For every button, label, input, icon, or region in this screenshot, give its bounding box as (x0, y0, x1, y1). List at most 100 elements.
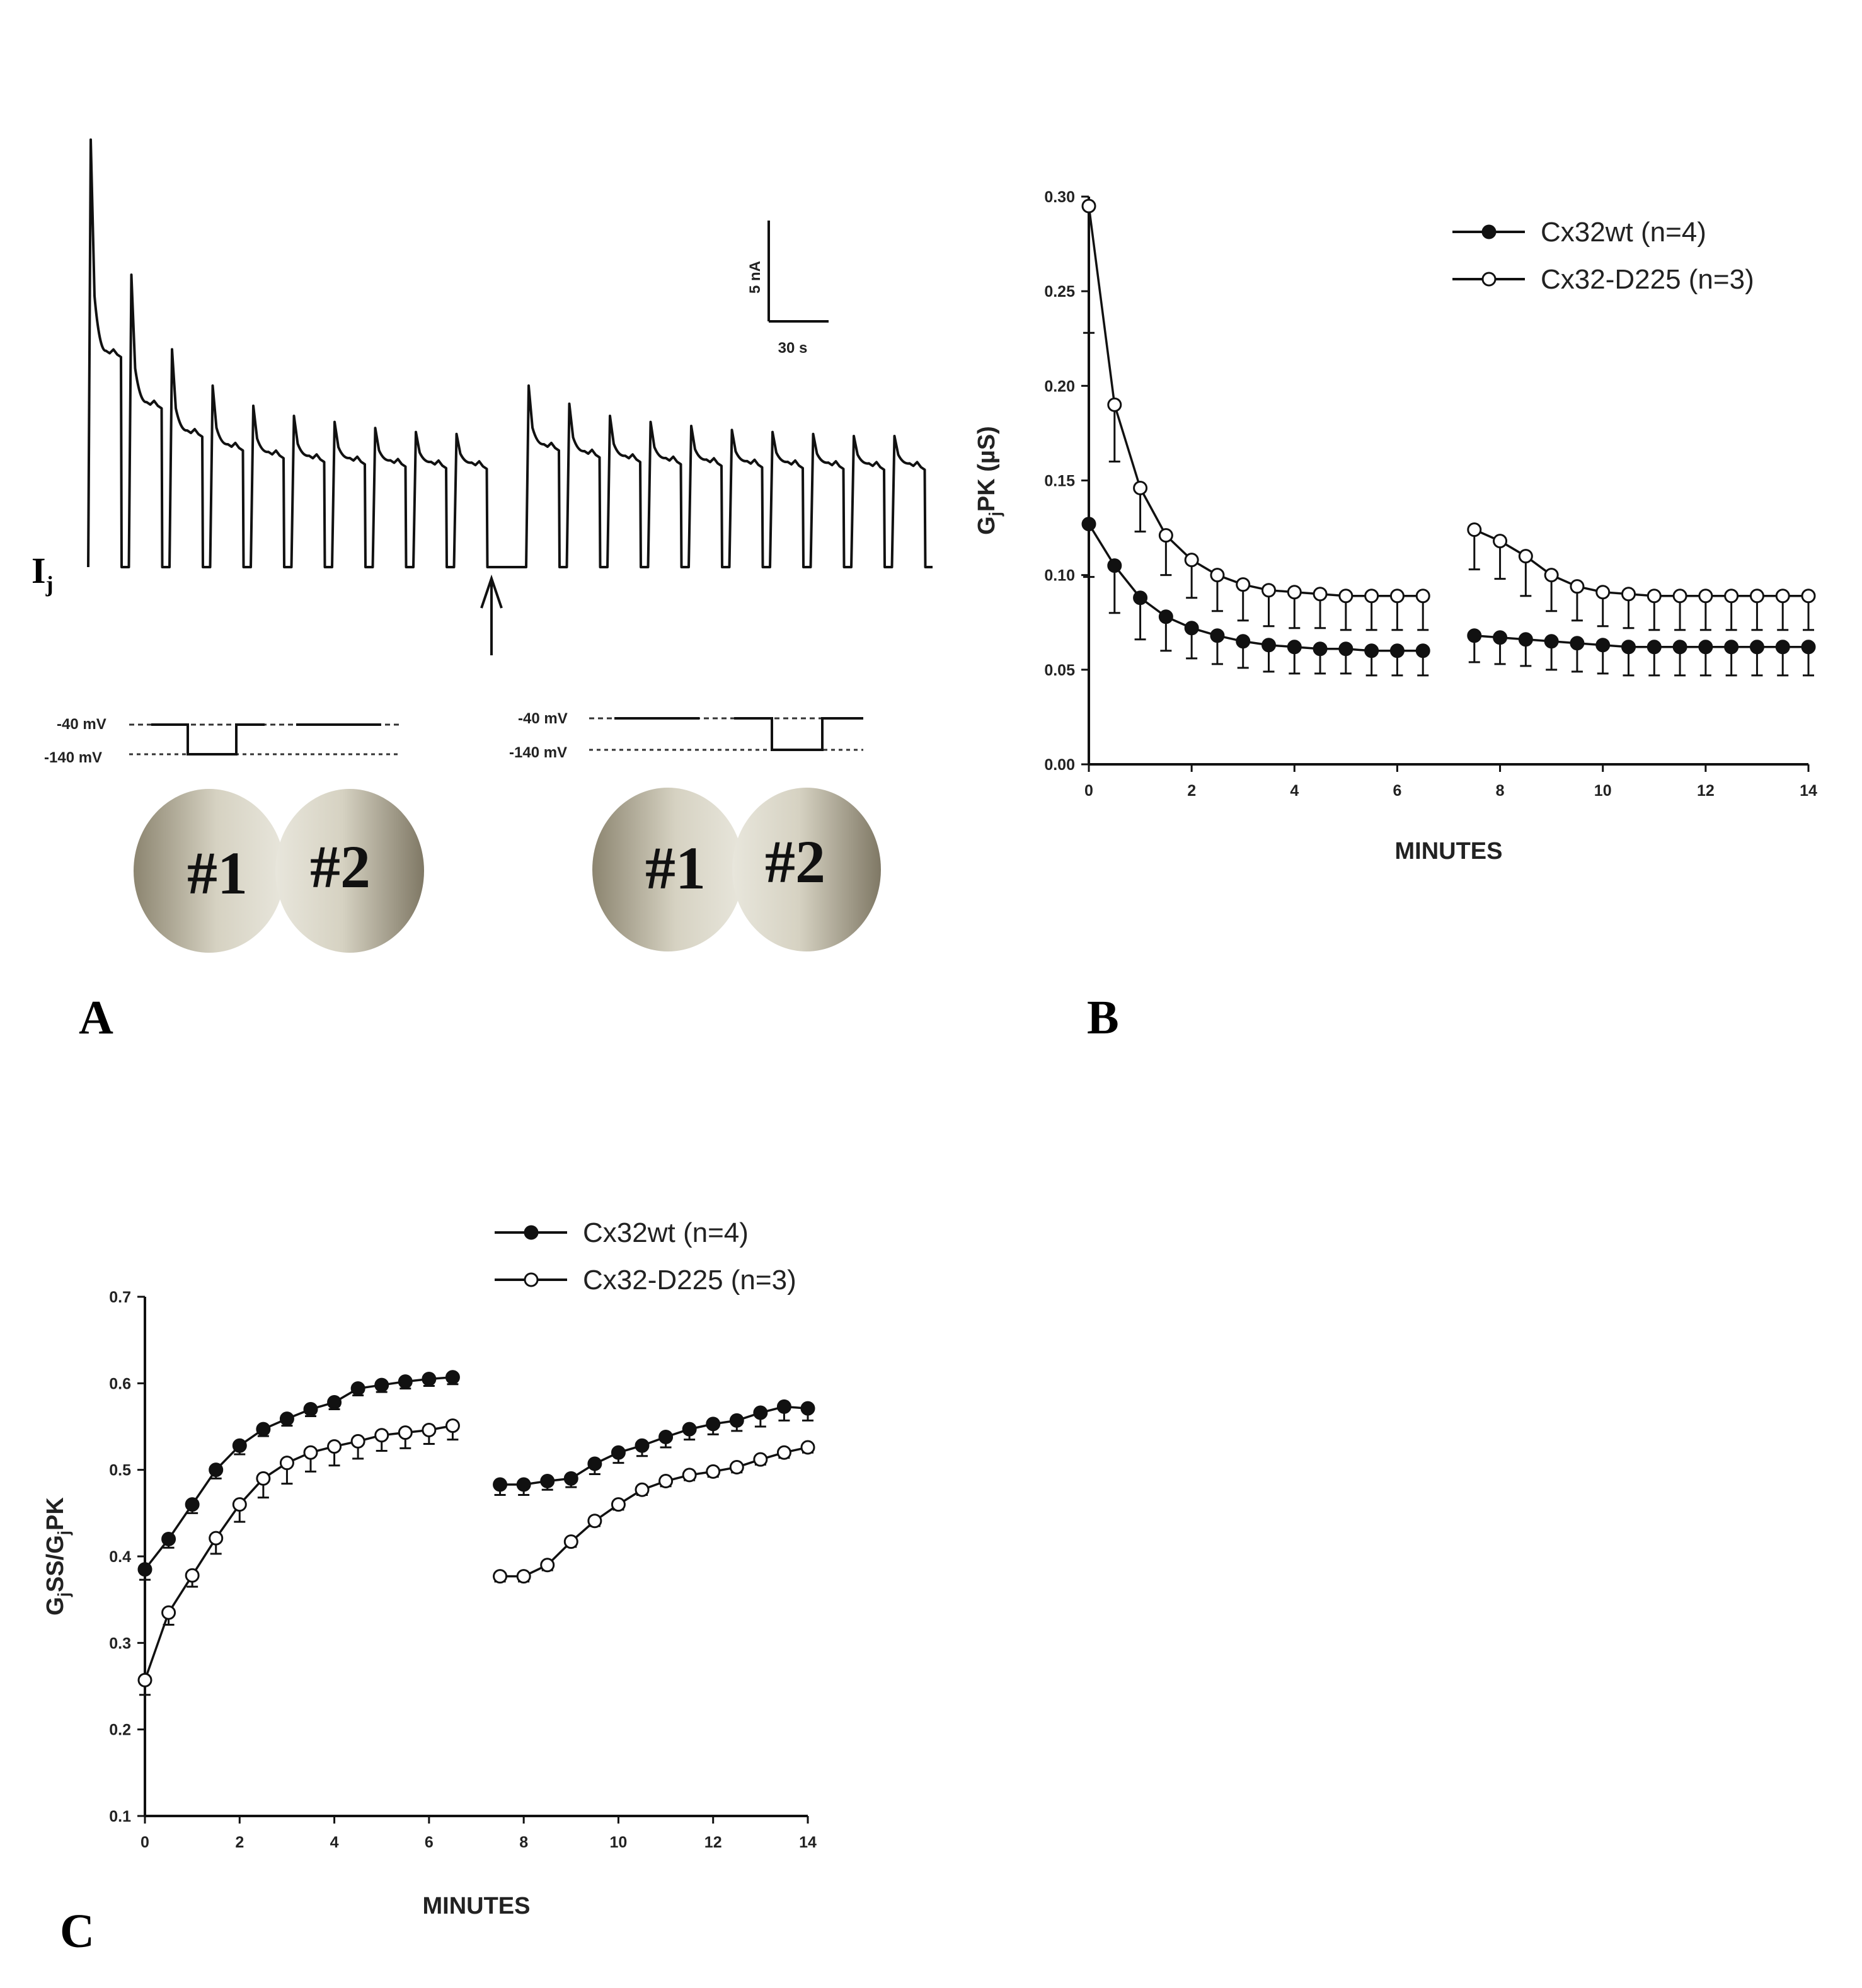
y-tick-label: 0.7 (109, 1289, 131, 1306)
data-point (232, 1438, 247, 1453)
scale-x-label: 30 s (778, 340, 808, 357)
data-point (753, 1452, 768, 1467)
data-point (327, 1439, 342, 1454)
panel-a-label: A (79, 991, 113, 1044)
panel-b-label: B (1087, 991, 1119, 1044)
data-point (398, 1374, 413, 1389)
scale-y-label: 5 nA (747, 261, 764, 294)
x-tick-label: 8 (519, 1834, 528, 1851)
data-point (1081, 517, 1096, 532)
series-cx32-d225 (137, 1418, 815, 1696)
data-point (1493, 534, 1508, 549)
data-point (1107, 558, 1122, 573)
series-cx32wt (137, 1370, 815, 1581)
data-point (1749, 640, 1764, 655)
data-point (1544, 634, 1559, 649)
data-point (658, 1429, 674, 1444)
y-tick-label: 0.25 (1044, 283, 1075, 301)
data-point (137, 1562, 152, 1577)
scale-bar: 5 nA 30 s (747, 221, 829, 357)
legend-marker (1481, 272, 1497, 287)
data-point (1672, 589, 1687, 604)
current-label: Ij (32, 550, 54, 597)
protocol-right-step-label: -140 mV (509, 744, 567, 761)
data-point (1338, 641, 1353, 657)
data-point (398, 1425, 413, 1440)
data-point (422, 1371, 437, 1386)
data-point (327, 1395, 342, 1410)
data-point (611, 1497, 626, 1512)
series-line (500, 1446, 808, 1578)
data-point (800, 1440, 815, 1455)
data-point (1313, 641, 1328, 657)
data-point (1698, 640, 1713, 655)
x-tick-label: 10 (610, 1834, 628, 1851)
data-point (422, 1422, 437, 1437)
y-tick-label: 0.15 (1044, 473, 1075, 490)
data-point (137, 1672, 152, 1687)
data-point (635, 1482, 650, 1497)
protocol-right: -40 mV -140 mV (509, 710, 863, 761)
cell-pair-right: #1 #2 (592, 788, 881, 951)
data-point (729, 1460, 744, 1475)
data-point (1389, 589, 1405, 604)
data-point (611, 1445, 626, 1460)
data-point (303, 1445, 318, 1460)
protocol-left-hold-label: -40 mV (57, 716, 106, 733)
current-trace (87, 138, 933, 568)
data-point (256, 1471, 271, 1486)
data-point (516, 1569, 531, 1584)
data-point (682, 1468, 697, 1483)
data-point (350, 1434, 365, 1449)
y-tick-label: 0.3 (109, 1635, 131, 1652)
x-tick-label: 2 (235, 1834, 244, 1851)
data-point (1184, 553, 1199, 568)
y-tick-label: 0.20 (1044, 377, 1075, 395)
data-point (1698, 589, 1713, 604)
data-point (1544, 568, 1559, 583)
data-point (1236, 577, 1251, 592)
data-point (445, 1418, 460, 1434)
data-point (1493, 630, 1508, 645)
data-point (161, 1605, 176, 1620)
data-point (1595, 585, 1611, 600)
data-point (1236, 634, 1251, 649)
data-point (1467, 628, 1482, 643)
data-point (1415, 643, 1430, 658)
data-point (587, 1514, 602, 1529)
series-line (144, 1424, 453, 1681)
series-cx32wt (1081, 517, 1816, 677)
data-point (445, 1370, 460, 1385)
data-point (706, 1464, 721, 1479)
data-point (185, 1497, 200, 1512)
legend-marker (1481, 224, 1497, 239)
data-point (1261, 583, 1276, 598)
data-point (1621, 640, 1636, 655)
x-tick-label: 10 (1594, 782, 1612, 800)
data-point (1570, 636, 1585, 651)
data-point (1415, 589, 1430, 604)
x-tick-label: 6 (1393, 782, 1401, 800)
series-cx32-d225 (1081, 198, 1816, 631)
data-point (350, 1381, 365, 1396)
data-point (516, 1477, 531, 1492)
y-tick-label: 0.6 (109, 1375, 131, 1393)
data-point (1261, 638, 1276, 653)
data-point (1801, 589, 1816, 604)
data-point (1801, 640, 1816, 655)
panel-a: Ij 5 nA 30 s -40 mV -140 mV -40 mV -140 … (32, 138, 933, 1044)
y-tick-label: 0.4 (109, 1548, 131, 1566)
data-point (374, 1377, 389, 1393)
y-tick-label: 0.05 (1044, 662, 1075, 679)
data-point (540, 1474, 555, 1489)
data-point (374, 1428, 389, 1443)
data-point (1184, 621, 1199, 636)
data-point (1621, 587, 1636, 602)
x-tick-label: 4 (330, 1834, 339, 1851)
data-point (682, 1422, 697, 1437)
data-point (658, 1474, 674, 1489)
data-point (776, 1445, 791, 1460)
data-point (753, 1405, 768, 1420)
data-point (1158, 528, 1173, 543)
data-point (256, 1422, 271, 1437)
